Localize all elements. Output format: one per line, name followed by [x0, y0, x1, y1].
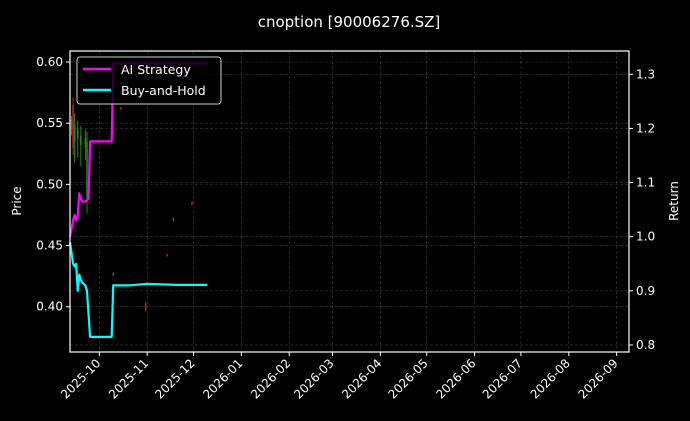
x-tick-label: 2026-08: [528, 356, 573, 401]
candle-body: [112, 273, 115, 275]
candle-body: [172, 218, 175, 222]
y-axis-label: Price: [10, 186, 24, 215]
y-axis-left: 0.40 0.45 0.50 0.55 0.60: [36, 55, 70, 314]
y-right-tick-label: 1.1: [636, 176, 655, 190]
candle-body: [166, 254, 169, 257]
x-tick-label: 2026-04: [339, 356, 384, 401]
y-tick-label: 0.45: [36, 239, 63, 253]
y-tick-label: 0.50: [36, 177, 63, 191]
x-tick-label: 2025-12: [152, 356, 197, 401]
x-tick-label: 2025-11: [106, 356, 151, 401]
x-tick-label: 2026-06: [433, 356, 478, 401]
candle-body: [144, 303, 147, 311]
candle-body: [73, 125, 76, 142]
y-right-tick-label: 1.2: [636, 121, 655, 135]
y-right-tick-label: 0.8: [636, 338, 655, 352]
y-tick-label: 0.40: [36, 300, 63, 314]
candle-body: [191, 202, 193, 206]
grid: [70, 51, 629, 352]
legend-label-buy-and-hold: Buy-and-Hold: [121, 83, 206, 98]
x-tick-label: 2026-09: [575, 356, 620, 401]
plot-frame: [69, 50, 630, 353]
chart-title: cnoption [90006276.SZ]: [258, 13, 441, 31]
legend: AI Strategy Buy-and-Hold: [76, 56, 222, 105]
candle-body: [120, 107, 122, 110]
candle-body: [76, 128, 79, 138]
x-tick-label: 2026-03: [291, 356, 336, 401]
candlesticks: [70, 97, 193, 312]
candle-body: [86, 141, 88, 197]
candle-body: [80, 135, 82, 146]
x-tick-label: 2026-07: [480, 356, 525, 401]
x-tick-label: 2026-05: [385, 356, 430, 401]
series-lines: [68, 62, 208, 338]
y-right-tick-label: 1.0: [636, 230, 655, 244]
series-line-ai-strategy: [68, 62, 208, 237]
y-axis-right: 0.8 0.9 1.0 1.1 1.2 1.3: [629, 67, 655, 352]
legend-box: [76, 56, 222, 105]
y-tick-label: 0.55: [36, 116, 63, 130]
candle-body: [84, 137, 87, 148]
candle-body: [70, 119, 73, 130]
x-tick-label: 2026-01: [200, 356, 245, 401]
y-right-tick-label: 1.3: [636, 67, 655, 81]
y-right-tick-label: 0.9: [636, 284, 655, 298]
y-tick-label: 0.60: [36, 55, 63, 69]
y-axis-right-label: Return: [667, 181, 681, 221]
legend-label-ai-strategy: AI Strategy: [121, 62, 191, 77]
series-line-buy-and-hold: [68, 241, 208, 338]
x-tick-label: 2026-02: [248, 356, 293, 401]
x-axis: 2025-10 2025-11 2025-12 2026-01 2026-022026-…: [58, 352, 621, 402]
x-tick-label: 2025-10: [58, 356, 103, 401]
candle-body: [72, 104, 74, 148]
